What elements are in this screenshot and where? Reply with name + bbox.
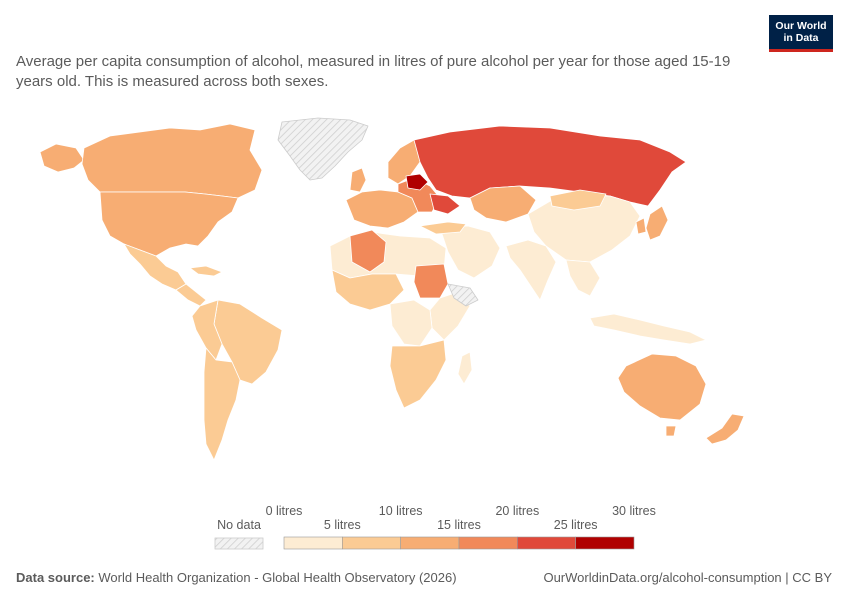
region-greenland[interactable] (277, 117, 369, 181)
region-argentina-chile[interactable] (203, 347, 241, 461)
legend-no-data-swatch (214, 537, 264, 550)
legend-top-label: 10 litres (379, 504, 423, 518)
region-central-america[interactable] (175, 283, 207, 307)
region-west-africa[interactable] (331, 269, 405, 311)
legend-bin-2[interactable] (400, 536, 460, 550)
region-mongolia[interactable] (549, 189, 607, 211)
data-source-text[interactable]: World Health Organization - Global Healt… (98, 570, 457, 585)
region-korea[interactable] (635, 217, 647, 235)
region-southeast-asia[interactable] (565, 259, 601, 297)
legend-bin-3[interactable] (458, 536, 518, 550)
legend-top-label: 30 litres (612, 504, 656, 518)
legend-no-data-label: No data (217, 518, 261, 532)
logo-line-2: in Data (783, 32, 819, 44)
logo-line-1: Our World (775, 20, 827, 32)
region-canada[interactable] (81, 123, 263, 199)
region-horn-of-africa[interactable] (447, 283, 479, 307)
region-southern-africa[interactable] (389, 339, 447, 409)
region-usa[interactable] (99, 191, 239, 257)
legend-top-label: 0 litres (266, 504, 303, 518)
legend: No data 0 litres 10 litres 20 litres 30 lit… (214, 504, 656, 550)
legend-bottom-label: 25 litres (554, 518, 598, 532)
region-algeria[interactable] (349, 229, 387, 273)
owid-logo[interactable]: Our World in Data (769, 15, 833, 52)
region-sudan[interactable] (413, 263, 449, 299)
legend-bin-0[interactable] (283, 536, 343, 550)
region-australia[interactable] (617, 353, 707, 421)
region-new-zealand[interactable] (705, 413, 745, 445)
region-tasmania[interactable] (665, 425, 677, 437)
data-source: Data source: World Health Organization -… (16, 570, 457, 585)
legend-bin-1[interactable] (342, 536, 401, 550)
region-indonesia[interactable] (589, 313, 707, 345)
legend-bottom-label: 5 litres (324, 518, 361, 532)
legend-bottom-label: 15 litres (437, 518, 481, 532)
region-middle-east[interactable] (439, 225, 501, 279)
region-russia[interactable] (413, 125, 687, 207)
data-source-label: Data source: (16, 570, 95, 585)
region-alaska[interactable] (39, 143, 85, 173)
region-ukraine[interactable] (429, 193, 461, 215)
region-central-africa[interactable] (389, 299, 433, 347)
world-map (39, 117, 745, 461)
legend-bin-4[interactable] (517, 536, 576, 550)
region-india[interactable] (505, 239, 557, 301)
region-belarus[interactable] (405, 173, 429, 191)
source-url[interactable]: OurWorldinData.org/alcohol-consumption |… (543, 570, 832, 585)
region-uk[interactable] (349, 167, 367, 193)
legend-bin-5[interactable] (575, 536, 635, 550)
region-madagascar[interactable] (457, 351, 473, 385)
region-turkey-caucasus[interactable] (419, 221, 467, 235)
chart-title: Average per capita consumption of alcoho… (16, 53, 731, 90)
region-caribbean[interactable] (189, 265, 223, 277)
region-japan[interactable] (645, 205, 669, 241)
legend-top-label: 20 litres (495, 504, 539, 518)
